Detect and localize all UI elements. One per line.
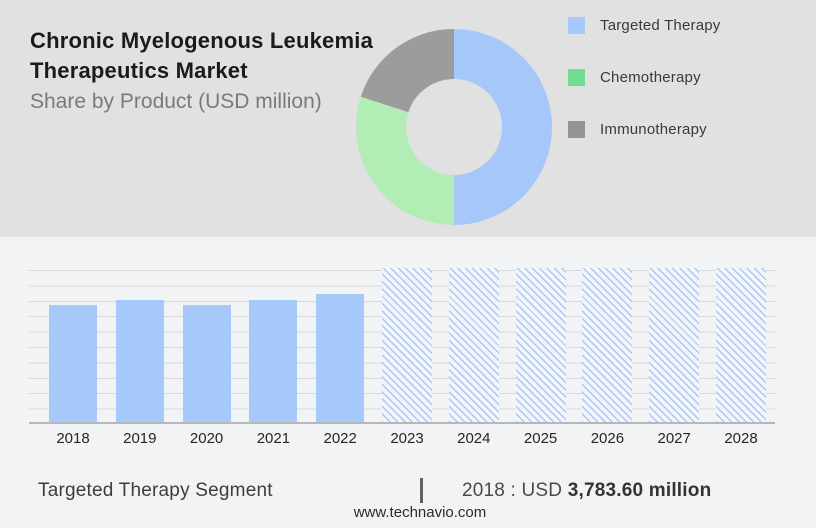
- website-link: www.technavio.com: [353, 504, 487, 521]
- segment-value: 2018 : USD 3,783.60 million: [462, 480, 711, 502]
- x-axis-label: 2028: [724, 430, 758, 447]
- x-axis-label: 2024: [457, 430, 491, 447]
- bar-2019: [115, 300, 164, 422]
- x-axis-label: 2026: [590, 430, 625, 447]
- bar-forecast-2026: [582, 268, 633, 422]
- value-prefix: 2018 : USD: [462, 480, 563, 501]
- legend-swatch: [568, 16, 585, 34]
- bar-2018: [49, 305, 97, 422]
- bar-2022: [316, 294, 365, 422]
- bar-2021: [249, 300, 298, 422]
- legend-item: Chemotherapy: [568, 68, 721, 86]
- page-title-line-1: Chronic Myelogenous Leukemia: [30, 28, 374, 53]
- legend-label: Immunotherapy: [600, 120, 707, 138]
- bar-plot: [29, 268, 775, 424]
- bar-2020: [182, 305, 231, 422]
- page-subtitle: Share by Product (USD million): [30, 90, 322, 113]
- bar-forecast-2023: [382, 268, 432, 422]
- bar-forecast-2024: [448, 268, 499, 422]
- bar-forecast-2028: [716, 268, 766, 422]
- segment-label: Targeted Therapy Segment: [38, 480, 273, 501]
- divider: [420, 478, 423, 503]
- header-section: Chronic Myelogenous Leukemia Therapeutic…: [0, 0, 816, 237]
- donut-legend: Targeted Therapy Chemotherapy Immunotherap…: [568, 16, 721, 138]
- legend-swatch: [568, 120, 585, 138]
- x-axis-labels: 2018 2019 2020 2021 2022 2023 2024 2025 2026 2027…: [29, 430, 775, 450]
- x-axis-label: 2027: [657, 430, 691, 447]
- x-axis-label: 2020: [189, 430, 224, 447]
- legend-item: Targeted Therapy: [568, 16, 721, 34]
- bar-forecast-2025: [515, 268, 566, 422]
- bar-forecast-2027: [649, 268, 700, 422]
- value-amount: 3,783.60 million: [567, 480, 712, 501]
- donut-chart: [356, 29, 552, 225]
- x-axis-label: 2025: [523, 430, 558, 447]
- legend-label: Targeted Therapy: [600, 16, 721, 34]
- legend-swatch: [568, 68, 585, 86]
- legend-item: Immunotherapy: [568, 120, 721, 138]
- legend-label: Chemotherapy: [600, 68, 701, 86]
- page-title-line-2: Therapeutics Market: [30, 58, 248, 83]
- x-axis-label: 2019: [123, 430, 157, 447]
- x-axis-label: 2018: [56, 430, 90, 447]
- donut-hole: [406, 79, 502, 175]
- x-axis-label: 2023: [390, 430, 424, 447]
- x-axis-label: 2021: [256, 430, 291, 447]
- x-axis-label: 2022: [323, 430, 357, 447]
- title-block: Chronic Myelogenous Leukemia Therapeutic…: [30, 26, 373, 114]
